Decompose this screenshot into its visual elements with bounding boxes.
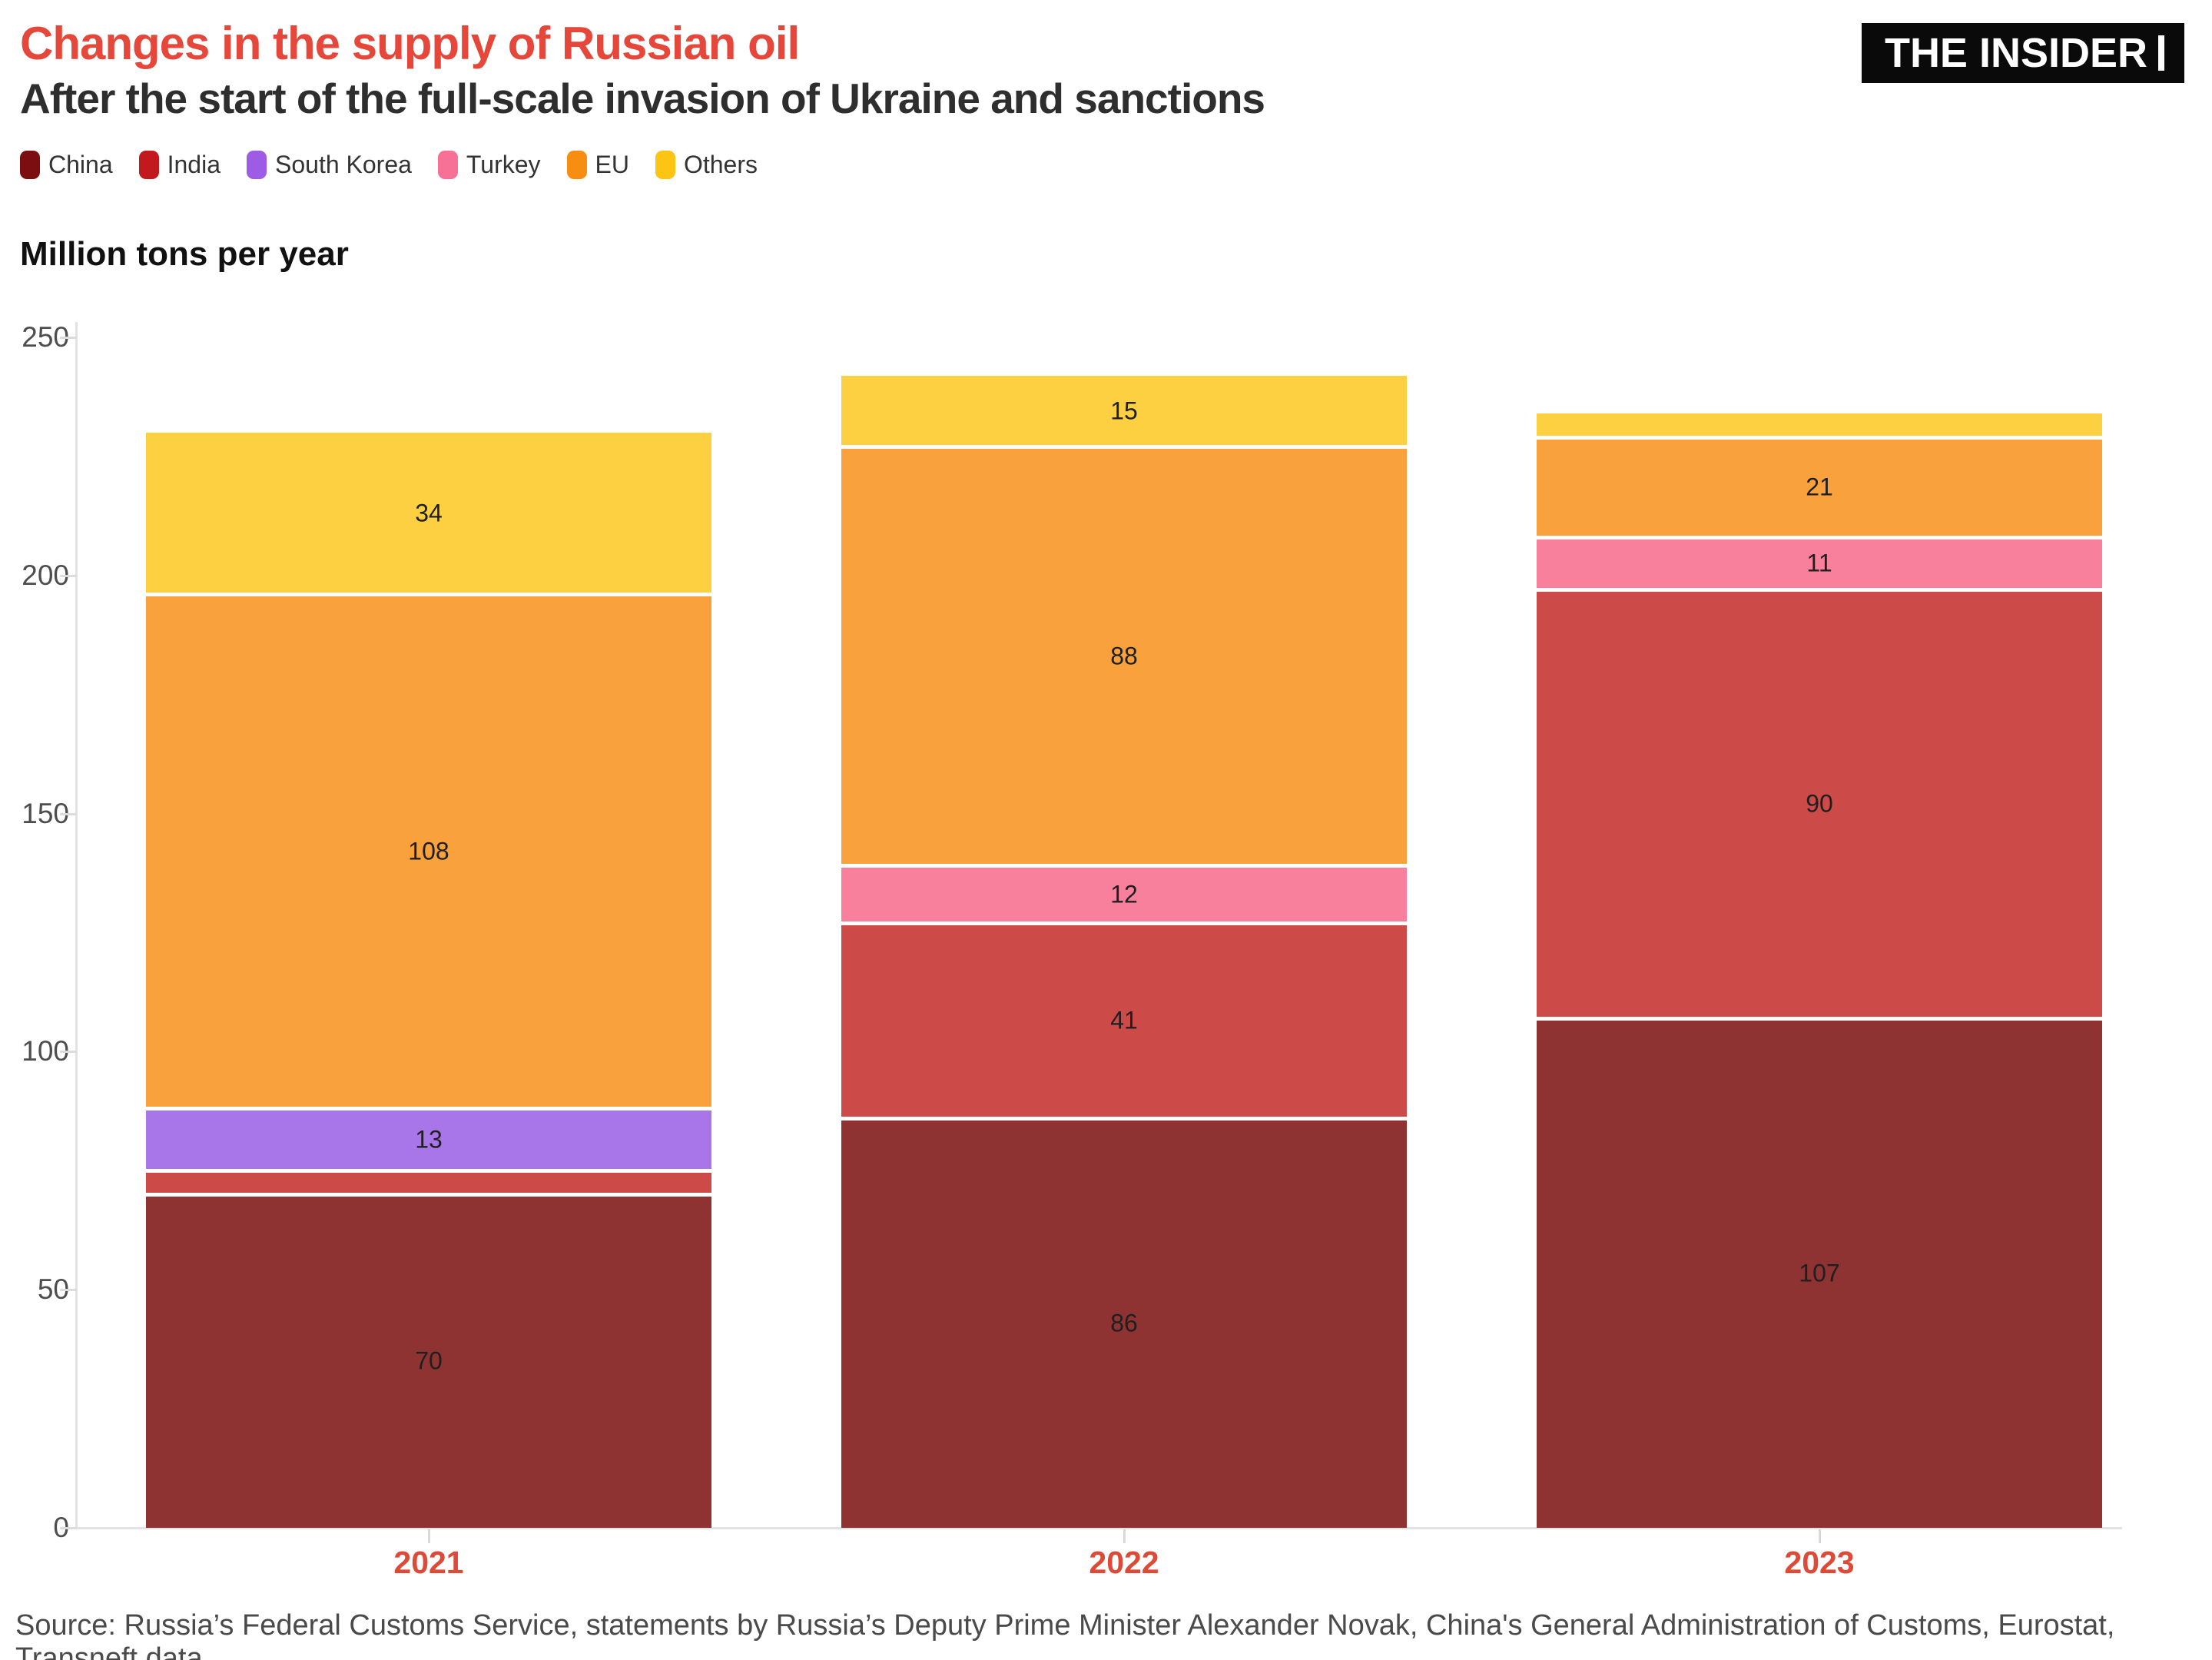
x-tick-mark (1123, 1529, 1126, 1543)
bar-value-label: 12 (1110, 880, 1138, 908)
segment-separator (841, 1116, 1407, 1120)
bar-value-label: 107 (1799, 1259, 1840, 1286)
legend: China India South Korea Turkey EU Others (20, 151, 784, 179)
segment-separator (1537, 535, 2102, 540)
bar-value-label: 34 (415, 499, 443, 527)
y-tick-label: 200 (22, 559, 69, 591)
legend-item: China (20, 151, 113, 179)
y-tick-label: 250 (22, 321, 69, 353)
legend-swatch-icon (655, 151, 675, 179)
bar-value-label: 13 (415, 1125, 443, 1154)
bar-segment: 12 (841, 865, 1407, 924)
x-tick-mark (428, 1529, 430, 1543)
segment-separator (841, 921, 1407, 925)
bar-segment: 90 (1537, 589, 2102, 1018)
logo-text: THE INSIDER (1884, 30, 2147, 76)
segment-separator (841, 864, 1407, 868)
legend-item: South Korea (247, 151, 412, 179)
bar-segment (1537, 413, 2102, 438)
bar-value-label: 21 (1806, 473, 1833, 501)
legend-swatch-icon (247, 151, 267, 179)
y-tick-label: 50 (37, 1273, 69, 1306)
legend-swatch-icon (437, 151, 458, 179)
segment-separator (146, 1168, 711, 1173)
legend-label: Others (683, 151, 758, 178)
y-axis-title: Million tons per year (20, 235, 349, 273)
legend-item: EU (566, 151, 629, 179)
bar-value-label: 86 (1110, 1309, 1138, 1337)
legend-label: Turkey (466, 151, 541, 178)
bar-segment: 13 (146, 1108, 711, 1171)
page-subtitle: After the start of the full-scale invasi… (20, 75, 1265, 122)
legend-item: India (138, 151, 221, 179)
legend-item: Turkey (437, 151, 541, 179)
bar-segment: 34 (146, 432, 711, 595)
segment-separator (146, 1107, 711, 1111)
logo-caret-icon (2158, 35, 2164, 71)
legend-label: South Korea (275, 151, 412, 178)
y-axis-line (75, 322, 78, 1528)
bar-segment: 11 (1537, 537, 2102, 590)
y-tick-label: 100 (22, 1035, 69, 1067)
bar-value-label: 70 (415, 1346, 443, 1375)
bar-segment: 70 (146, 1194, 711, 1528)
y-tick-mark (60, 337, 77, 339)
x-tick-label: 2023 (1784, 1545, 1855, 1580)
legend-swatch-icon (566, 151, 587, 179)
bar-value-label: 11 (1806, 549, 1832, 577)
source-note: Source: Russia’s Federal Customs Service… (15, 1609, 2115, 1660)
segment-separator (146, 1192, 711, 1197)
segment-separator (1537, 587, 2102, 592)
bar-value-label: 108 (408, 837, 449, 865)
x-tick-mark (1819, 1529, 1821, 1543)
bar-segment: 21 (1537, 437, 2102, 538)
segment-separator (1537, 1016, 2102, 1021)
legend-swatch-icon (138, 151, 159, 179)
bar-segment: 86 (841, 1118, 1407, 1528)
y-tick-mark (60, 574, 77, 577)
segment-separator (841, 445, 1407, 449)
y-tick-mark (60, 1527, 77, 1529)
bar-segment: 15 (841, 375, 1407, 447)
bar-segment: 107 (1537, 1018, 2102, 1528)
legend-swatch-icon (20, 151, 40, 179)
legend-label: EU (595, 151, 629, 178)
bar-segment (146, 1170, 711, 1195)
x-tick-label: 2021 (393, 1545, 464, 1580)
bar-value-label: 15 (1110, 397, 1138, 425)
bar-segment: 88 (841, 447, 1407, 866)
y-tick-mark (60, 1289, 77, 1292)
x-axis-line (77, 1527, 2122, 1529)
legend-item: Others (655, 151, 758, 179)
y-tick-label: 0 (53, 1512, 69, 1543)
the-insider-logo: THE INSIDER (1861, 23, 2184, 83)
bar-value-label: 88 (1110, 642, 1138, 670)
bar-value-label: 90 (1806, 789, 1833, 818)
bar-value-label: 41 (1110, 1006, 1138, 1034)
y-tick-label: 150 (22, 797, 69, 829)
x-tick-label: 2022 (1089, 1545, 1159, 1580)
y-tick-mark (60, 1051, 77, 1054)
legend-label: China (48, 151, 113, 178)
bar-segment: 41 (841, 923, 1407, 1119)
page-title: Changes in the supply of Russian oil (20, 18, 800, 69)
segment-separator (1537, 435, 2102, 440)
y-tick-mark (60, 812, 77, 815)
bar-segment: 108 (146, 594, 711, 1109)
segment-separator (146, 593, 711, 597)
legend-label: India (167, 151, 221, 178)
